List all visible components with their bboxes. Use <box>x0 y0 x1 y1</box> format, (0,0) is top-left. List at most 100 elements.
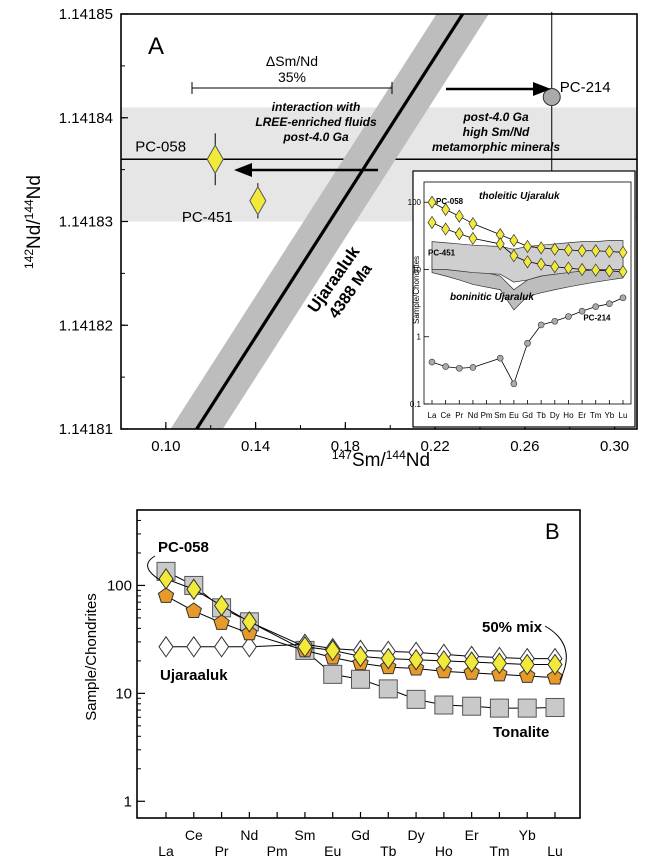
inset-x-tick-label: Eu <box>509 411 519 420</box>
inset-pc-058-point <box>550 242 560 256</box>
panel-b-x-tick-label: Pm <box>267 843 288 859</box>
panel-b-x-tick-label: Dy <box>408 827 425 843</box>
inset-pc-214-point <box>578 307 586 315</box>
panel-b-y-tick-label: 1 <box>124 793 132 810</box>
inset-pc-058-point <box>536 241 546 255</box>
panel-b-tonalite-point <box>462 696 482 716</box>
pc-214-point <box>542 88 561 106</box>
inset-pc-214-point <box>469 364 477 371</box>
panel-b-ujaraaluk-point <box>241 635 257 658</box>
inset-y-tick-label: 10 <box>412 265 421 274</box>
pc058-leader-line <box>147 555 161 581</box>
inset-pc-058-point <box>577 244 587 258</box>
inset-x-tick-label: Ce <box>441 411 452 420</box>
inset-y-axis-title: Sample/Chondrites <box>412 256 421 324</box>
inset-pc-058-point <box>523 239 532 254</box>
pc-451-point <box>249 185 267 216</box>
inset-x-tick-label: Tb <box>536 411 546 420</box>
panel-a-x-axis-title: 147Sm/144Nd <box>332 448 430 471</box>
series-label-pc058: PC-058 <box>158 539 209 556</box>
inset-pc-451-point <box>427 215 437 230</box>
panel-a-x-tick-label: 0.30 <box>600 438 629 455</box>
panel-b-50-mix-point <box>546 668 564 685</box>
delta-smnd-label: ΔSm/Nd <box>266 53 318 69</box>
panel-b-pc-058-point <box>408 648 424 671</box>
panel-b-pc-058-point <box>380 647 396 670</box>
svg-text:147Sm/144Nd: 147Sm/144Nd <box>332 448 430 471</box>
panel-b-x-tick-label: Lu <box>547 843 563 859</box>
inset-tholeiitic-label: tholeitic Ujaraluk <box>479 191 560 202</box>
inset-pc-451-point <box>441 222 451 236</box>
panel-b-tonalite-point <box>378 679 398 699</box>
annotation-left-line1: interaction with <box>272 100 361 114</box>
panel-a-y-tick-label: 1.14182 <box>59 317 113 334</box>
inset-pc-214-point <box>496 354 504 362</box>
arrow-right <box>446 82 551 96</box>
arrow-left <box>234 163 378 177</box>
inset-pc-451-point <box>509 249 519 263</box>
annotation-right-line3: metamorphic minerals <box>432 140 560 154</box>
inset-pc-058-point <box>604 244 614 259</box>
panel-b-x-tick-label: Ce <box>185 827 203 843</box>
inset-pc-451-point <box>536 257 546 271</box>
inset-y-tick-label: 1 <box>417 333 422 342</box>
panel-b-x-tick-label: Nd <box>240 827 258 843</box>
panel-a-x-tick-label: 0.18 <box>331 438 360 455</box>
inset-pc-451-point <box>564 261 573 275</box>
inset-x-tick-label: Gd <box>522 411 533 420</box>
inset-x-tick-label: Er <box>578 411 586 420</box>
inset-pc-058-label: PC-058 <box>436 197 464 206</box>
series-label-ujaraaluk: Ujaraaluk <box>160 667 228 684</box>
panel-b-tonalite-point <box>545 697 565 717</box>
panel-b-pc-058-point <box>213 594 230 617</box>
inset-y-tick-label: 100 <box>408 198 422 207</box>
inset-pc-214-point <box>619 294 627 302</box>
inset-x-tick-label: Yb <box>604 411 614 420</box>
inset-pc-214-point <box>537 321 545 329</box>
panel-b-tonalite-point <box>489 698 509 718</box>
panel-a-y-tick-label: 1.14185 <box>59 6 113 23</box>
inset-pc-451-point <box>523 255 532 269</box>
inset-x-tick-label: Pm <box>481 411 493 420</box>
panel-b-x-tick-label: Sm <box>294 827 315 843</box>
pc-451-label: PC-451 <box>182 209 233 226</box>
inset-pc-214-point <box>455 364 463 372</box>
panel-a-y-tick-label: 1.14181 <box>59 421 113 438</box>
panel-b-x-tick-label: Tb <box>380 843 397 859</box>
delta-smnd-value: 35% <box>278 69 306 85</box>
delta-smnd-bracket: ΔSm/Nd 35% <box>191 53 393 94</box>
inset-pc-214-point <box>565 313 572 320</box>
inset-pc-214-point <box>524 339 531 347</box>
inset-pc-451-point <box>591 263 601 277</box>
inset-x-tick-label: Lu <box>619 411 628 420</box>
inset-x-tick-label: Ho <box>563 411 574 420</box>
panel-b: 1 10 100 La Ce Pr Nd Pm Sm Eu Gd Tb Dy Ho Er Tm Yb Lu B S… <box>83 509 581 859</box>
inset-x-tick-label: Dy <box>550 411 560 420</box>
panel-b-label: B <box>545 519 560 544</box>
panel-a-x-tick-label: 0.14 <box>241 438 270 455</box>
inset-x-tick-label: Pr <box>455 411 463 420</box>
panel-a-x-tick-label: 0.22 <box>420 438 449 455</box>
inset-x-tick-label: La <box>428 411 437 420</box>
inset-pc-058-point <box>618 245 628 259</box>
panel-a-x-tick-label: 0.26 <box>510 438 539 455</box>
panel-b-pc-058-point <box>547 653 563 676</box>
panel-b-x-tick-label: Yb <box>519 827 536 843</box>
panel-b-x-tick-label: Pr <box>215 843 229 859</box>
panel-b-pc-058-point <box>241 610 257 633</box>
inset-pc-451-point <box>577 262 587 277</box>
panel-b-x-tick-label: La <box>158 843 174 859</box>
annotation-right-line1: post-4.0 Ga <box>462 110 529 124</box>
panel-a-label: A <box>148 33 164 60</box>
panel-b-50-mix-point <box>185 602 202 618</box>
pc-214-label: PC-214 <box>560 79 611 96</box>
inset-pc-058-point <box>468 217 478 231</box>
isochron-line <box>194 14 465 429</box>
pc-058-label: PC-058 <box>135 138 186 155</box>
panel-b-tonalite-point <box>434 695 454 715</box>
inset-x-tick-label: Tm <box>590 411 602 420</box>
panel-b-ujaraaluk-point <box>213 635 230 658</box>
